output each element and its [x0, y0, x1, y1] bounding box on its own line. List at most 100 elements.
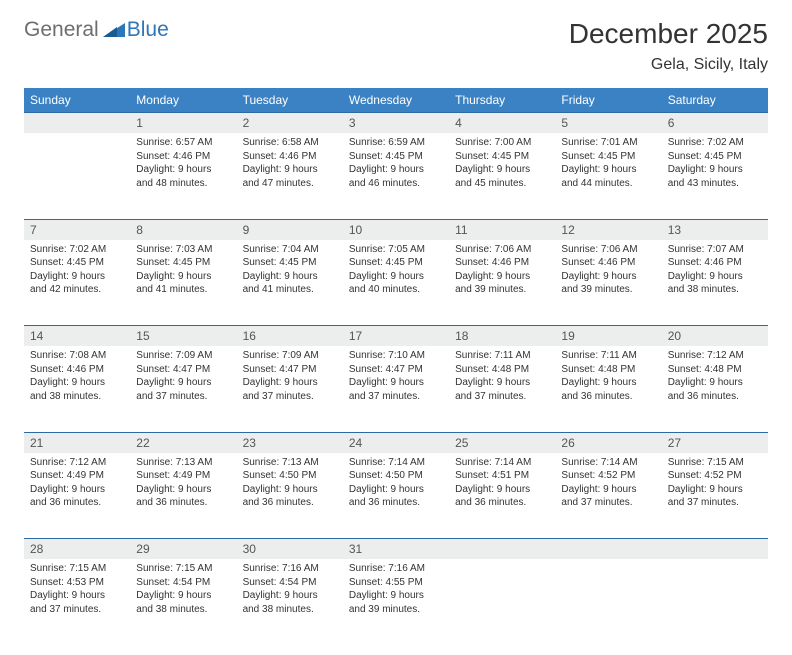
- title-block: December 2025 Gela, Sicily, Italy: [569, 18, 768, 74]
- calendar-page: General Blue December 2025 Gela, Sicily,…: [0, 0, 792, 655]
- day-number-cell: 6: [662, 113, 768, 134]
- day-body-cell: Sunrise: 7:16 AMSunset: 4:55 PMDaylight:…: [343, 559, 449, 645]
- day-body-row: Sunrise: 7:12 AMSunset: 4:49 PMDaylight:…: [24, 453, 768, 539]
- brand-part1: General: [24, 18, 99, 42]
- day-body-cell: Sunrise: 7:14 AMSunset: 4:51 PMDaylight:…: [449, 453, 555, 539]
- day-details: Sunrise: 6:59 AMSunset: 4:45 PMDaylight:…: [343, 133, 449, 194]
- day-details: Sunrise: 7:04 AMSunset: 4:45 PMDaylight:…: [237, 240, 343, 301]
- day-body-row: Sunrise: 7:15 AMSunset: 4:53 PMDaylight:…: [24, 559, 768, 645]
- day-body-cell: Sunrise: 7:15 AMSunset: 4:52 PMDaylight:…: [662, 453, 768, 539]
- day-details: Sunrise: 7:07 AMSunset: 4:46 PMDaylight:…: [662, 240, 768, 301]
- day-number-cell: 30: [237, 539, 343, 560]
- brand-part2: Blue: [127, 18, 169, 42]
- day-details: Sunrise: 7:05 AMSunset: 4:45 PMDaylight:…: [343, 240, 449, 301]
- day-body-cell: [24, 133, 130, 219]
- day-number-cell: 14: [24, 326, 130, 347]
- day-number-cell: 22: [130, 432, 236, 453]
- day-number-cell: 5: [555, 113, 661, 134]
- day-details: Sunrise: 7:12 AMSunset: 4:49 PMDaylight:…: [24, 453, 130, 514]
- day-number-cell: 28: [24, 539, 130, 560]
- day-details: Sunrise: 7:14 AMSunset: 4:51 PMDaylight:…: [449, 453, 555, 514]
- day-number-cell: 9: [237, 219, 343, 240]
- day-body-row: Sunrise: 6:57 AMSunset: 4:46 PMDaylight:…: [24, 133, 768, 219]
- day-number-cell: [555, 539, 661, 560]
- day-body-cell: Sunrise: 6:57 AMSunset: 4:46 PMDaylight:…: [130, 133, 236, 219]
- day-details: Sunrise: 7:00 AMSunset: 4:45 PMDaylight:…: [449, 133, 555, 194]
- day-body-cell: Sunrise: 7:09 AMSunset: 4:47 PMDaylight:…: [237, 346, 343, 432]
- day-body-cell: [449, 559, 555, 645]
- day-details: Sunrise: 7:15 AMSunset: 4:53 PMDaylight:…: [24, 559, 130, 620]
- day-number-cell: 2: [237, 113, 343, 134]
- day-body-cell: Sunrise: 7:07 AMSunset: 4:46 PMDaylight:…: [662, 240, 768, 326]
- day-details: Sunrise: 6:58 AMSunset: 4:46 PMDaylight:…: [237, 133, 343, 194]
- day-body-cell: Sunrise: 7:02 AMSunset: 4:45 PMDaylight:…: [662, 133, 768, 219]
- day-details: Sunrise: 7:03 AMSunset: 4:45 PMDaylight:…: [130, 240, 236, 301]
- day-number-cell: 8: [130, 219, 236, 240]
- day-body-cell: Sunrise: 7:15 AMSunset: 4:53 PMDaylight:…: [24, 559, 130, 645]
- day-number-cell: [449, 539, 555, 560]
- day-number-cell: 24: [343, 432, 449, 453]
- day-number-cell: 7: [24, 219, 130, 240]
- day-number-cell: 10: [343, 219, 449, 240]
- weekday-header: Saturday: [662, 88, 768, 113]
- weekday-header: Friday: [555, 88, 661, 113]
- day-details: Sunrise: 7:12 AMSunset: 4:48 PMDaylight:…: [662, 346, 768, 407]
- day-body-cell: Sunrise: 7:16 AMSunset: 4:54 PMDaylight:…: [237, 559, 343, 645]
- day-details: Sunrise: 7:01 AMSunset: 4:45 PMDaylight:…: [555, 133, 661, 194]
- day-body-cell: Sunrise: 7:11 AMSunset: 4:48 PMDaylight:…: [555, 346, 661, 432]
- day-number-row: 78910111213: [24, 219, 768, 240]
- day-details: Sunrise: 7:14 AMSunset: 4:50 PMDaylight:…: [343, 453, 449, 514]
- day-details: Sunrise: 6:57 AMSunset: 4:46 PMDaylight:…: [130, 133, 236, 194]
- day-details: Sunrise: 7:11 AMSunset: 4:48 PMDaylight:…: [555, 346, 661, 407]
- day-body-cell: Sunrise: 6:59 AMSunset: 4:45 PMDaylight:…: [343, 133, 449, 219]
- day-number-cell: 29: [130, 539, 236, 560]
- day-body-cell: Sunrise: 7:14 AMSunset: 4:52 PMDaylight:…: [555, 453, 661, 539]
- day-body-cell: Sunrise: 7:01 AMSunset: 4:45 PMDaylight:…: [555, 133, 661, 219]
- day-body-cell: Sunrise: 7:08 AMSunset: 4:46 PMDaylight:…: [24, 346, 130, 432]
- day-body-row: Sunrise: 7:02 AMSunset: 4:45 PMDaylight:…: [24, 240, 768, 326]
- day-details: Sunrise: 7:14 AMSunset: 4:52 PMDaylight:…: [555, 453, 661, 514]
- weekday-header: Sunday: [24, 88, 130, 113]
- day-body-cell: Sunrise: 7:10 AMSunset: 4:47 PMDaylight:…: [343, 346, 449, 432]
- day-number-cell: 11: [449, 219, 555, 240]
- day-number-cell: [24, 113, 130, 134]
- day-number-row: 123456: [24, 113, 768, 134]
- day-body-cell: [662, 559, 768, 645]
- day-number-cell: 12: [555, 219, 661, 240]
- day-number-cell: 15: [130, 326, 236, 347]
- day-number-cell: 16: [237, 326, 343, 347]
- day-details: Sunrise: 7:16 AMSunset: 4:55 PMDaylight:…: [343, 559, 449, 620]
- day-number-cell: [662, 539, 768, 560]
- day-body-cell: Sunrise: 7:12 AMSunset: 4:48 PMDaylight:…: [662, 346, 768, 432]
- day-number-cell: 20: [662, 326, 768, 347]
- location-label: Gela, Sicily, Italy: [569, 56, 768, 74]
- day-body-cell: Sunrise: 7:12 AMSunset: 4:49 PMDaylight:…: [24, 453, 130, 539]
- day-details: Sunrise: 7:09 AMSunset: 4:47 PMDaylight:…: [130, 346, 236, 407]
- day-details: Sunrise: 7:11 AMSunset: 4:48 PMDaylight:…: [449, 346, 555, 407]
- logo-triangle-icon: [103, 19, 125, 42]
- day-body-cell: Sunrise: 7:02 AMSunset: 4:45 PMDaylight:…: [24, 240, 130, 326]
- day-number-cell: 21: [24, 432, 130, 453]
- day-number-cell: 26: [555, 432, 661, 453]
- day-body-cell: Sunrise: 7:11 AMSunset: 4:48 PMDaylight:…: [449, 346, 555, 432]
- day-body-cell: Sunrise: 7:09 AMSunset: 4:47 PMDaylight:…: [130, 346, 236, 432]
- day-body-cell: Sunrise: 7:06 AMSunset: 4:46 PMDaylight:…: [449, 240, 555, 326]
- day-number-cell: 13: [662, 219, 768, 240]
- day-number-cell: 31: [343, 539, 449, 560]
- weekday-header: Thursday: [449, 88, 555, 113]
- day-number-cell: 3: [343, 113, 449, 134]
- header: General Blue December 2025 Gela, Sicily,…: [24, 18, 768, 74]
- day-details: Sunrise: 7:13 AMSunset: 4:49 PMDaylight:…: [130, 453, 236, 514]
- day-details: Sunrise: 7:02 AMSunset: 4:45 PMDaylight:…: [662, 133, 768, 194]
- day-number-row: 28293031: [24, 539, 768, 560]
- calendar-header-row: SundayMondayTuesdayWednesdayThursdayFrid…: [24, 88, 768, 113]
- day-number-cell: 4: [449, 113, 555, 134]
- day-body-cell: Sunrise: 7:13 AMSunset: 4:50 PMDaylight:…: [237, 453, 343, 539]
- day-body-cell: Sunrise: 7:13 AMSunset: 4:49 PMDaylight:…: [130, 453, 236, 539]
- day-number-row: 21222324252627: [24, 432, 768, 453]
- day-body-cell: Sunrise: 6:58 AMSunset: 4:46 PMDaylight:…: [237, 133, 343, 219]
- brand-logo: General Blue: [24, 18, 169, 42]
- day-details: Sunrise: 7:16 AMSunset: 4:54 PMDaylight:…: [237, 559, 343, 620]
- weekday-header: Tuesday: [237, 88, 343, 113]
- day-details: Sunrise: 7:10 AMSunset: 4:47 PMDaylight:…: [343, 346, 449, 407]
